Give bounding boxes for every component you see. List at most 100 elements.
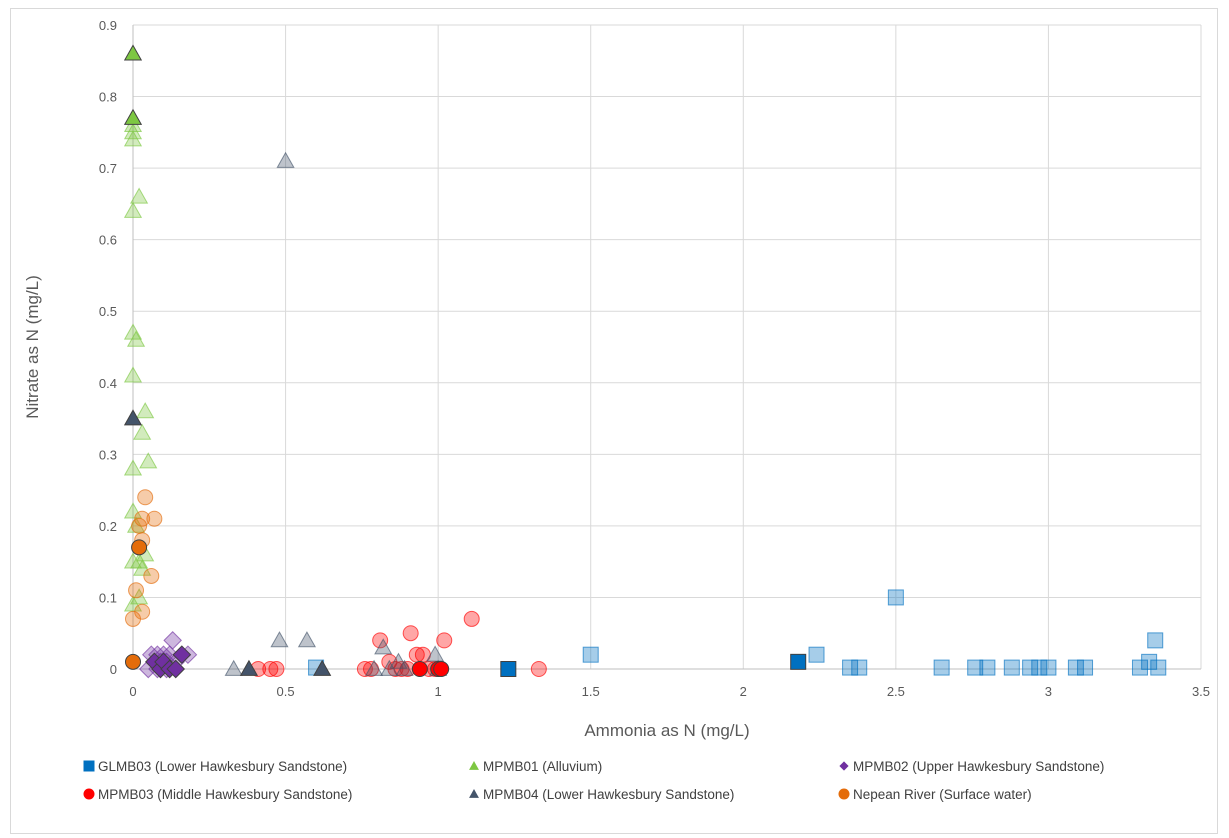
y-tick-label: 0.6 [99,233,117,248]
chart-frame [10,8,1218,834]
legend-item: MPMB01 (Alluvium) [469,759,602,774]
legend-item: MPMB04 (Lower Hawkesbury Sandstone) [469,787,734,802]
faded-data-point [402,625,419,642]
faded-data-point [967,659,984,676]
legend-marker [83,760,95,772]
faded-data-point [270,631,289,648]
faded-data-point [163,631,183,650]
faded-data-point [808,646,825,663]
legend-marker [838,788,850,800]
data-point [123,108,143,125]
faded-data-point [425,645,445,662]
y-tick-label: 0 [110,662,117,677]
faded-data-point [395,659,414,676]
faded-data-point [133,559,152,576]
faded-data-point [1067,659,1084,676]
faded-data-point [126,330,146,347]
x-tick-label: 3.5 [1192,684,1210,699]
faded-data-point [136,402,155,419]
faded-data-point [125,610,141,627]
data-point [123,44,143,61]
faded-data-point [463,610,480,627]
y-tick-label: 0.3 [99,447,117,462]
y-tick-label: 0.9 [99,18,117,33]
legend-marker [839,761,849,771]
faded-data-point [1141,653,1158,670]
legend-marker [469,761,479,770]
legend-item: GLMB03 (Lower Hawkesbury Sandstone) [83,759,347,774]
faded-data-point [123,459,143,476]
faded-data-point [123,201,143,218]
faded-data-point [224,659,243,676]
faded-data-point [979,659,996,676]
legend-item: Nepean River (Surface water) [838,787,1032,802]
data-point [125,653,141,670]
data-point [239,659,259,676]
data-point [131,539,148,556]
faded-data-point [133,423,152,440]
legend: GLMB03 (Lower Hawkesbury Sandstone) MPMB0… [83,759,1104,802]
y-tick-labels: 0 0.1 0.2 0.3 0.4 0.5 0.6 0.7 0.8 0.9 [99,18,117,677]
y-tick-label: 0.2 [99,519,117,534]
legend-label: MPMB02 (Upper Hawkesbury Sandstone) [853,759,1104,774]
legend-item: MPMB02 (Upper Hawkesbury Sandstone) [839,759,1104,774]
x-tick-label: 0.5 [277,684,295,699]
legend-label: MPMB03 (Middle Hawkesbury Sandstone) [98,787,352,802]
faded-data-point [887,589,904,606]
faded-data-point [129,187,149,204]
faded-data-point [268,661,285,677]
faded-data-point [1077,659,1094,676]
faded-data-point [851,659,868,676]
faded-data-point [1003,659,1020,676]
faded-data-point [1147,632,1164,649]
data-point [172,645,192,665]
faded-data-point [1031,659,1048,676]
data-point [790,653,807,670]
data-point [433,661,450,677]
y-tick-label: 0.4 [99,376,117,391]
legend-label: GLMB03 (Lower Hawkesbury Sandstone) [98,759,347,774]
faded-data-point [276,151,295,168]
faded-data-point [123,323,143,340]
faded-data-point [374,638,393,655]
legend-label: MPMB01 (Alluvium) [483,759,602,774]
faded-data-point [1150,659,1167,676]
data-point [123,409,143,426]
faded-data-point [1040,659,1057,676]
faded-data-point [123,502,143,519]
faded-data-point [356,661,373,677]
faded-data-point [530,661,547,677]
faded-data-point [262,661,279,677]
faded-data-point [139,452,158,469]
data-point [500,661,517,677]
y-tick-label: 0.7 [99,161,117,176]
faded-data-point [143,567,160,584]
faded-data-point [137,489,154,506]
legend-label: MPMB04 (Lower Hawkesbury Sandstone) [483,787,734,802]
highlighted-points [123,44,807,679]
x-axis-label: Ammonia as N (mg/L) [584,721,749,740]
faded-data-point [1022,659,1039,676]
gridlines [132,24,1202,670]
faded-data-point [1131,659,1148,676]
y-tick-label: 0.1 [99,590,117,605]
x-tick-label: 1 [435,684,442,699]
x-tick-label: 0 [129,684,136,699]
x-tick-label: 1.5 [582,684,600,699]
y-tick-label: 0.8 [99,90,117,105]
y-tick-label: 0.5 [99,304,117,319]
faded-data-point [582,646,599,663]
x-tick-label: 2.5 [887,684,905,699]
faded-data-point [131,517,148,534]
y-axis-label: Nitrate as N (mg/L) [23,275,42,419]
faded-data-point [842,659,859,676]
x-tick-labels: 0 0.5 1 1.5 2 2.5 3 3.5 [129,684,1210,699]
faded-data-point [129,588,149,605]
legend-marker [83,788,95,800]
faded-points [123,115,1167,679]
faded-data-point [297,631,317,648]
data-point [411,661,428,677]
data-point [166,659,186,679]
faded-data-point [123,130,143,147]
faded-data-point [128,582,145,599]
